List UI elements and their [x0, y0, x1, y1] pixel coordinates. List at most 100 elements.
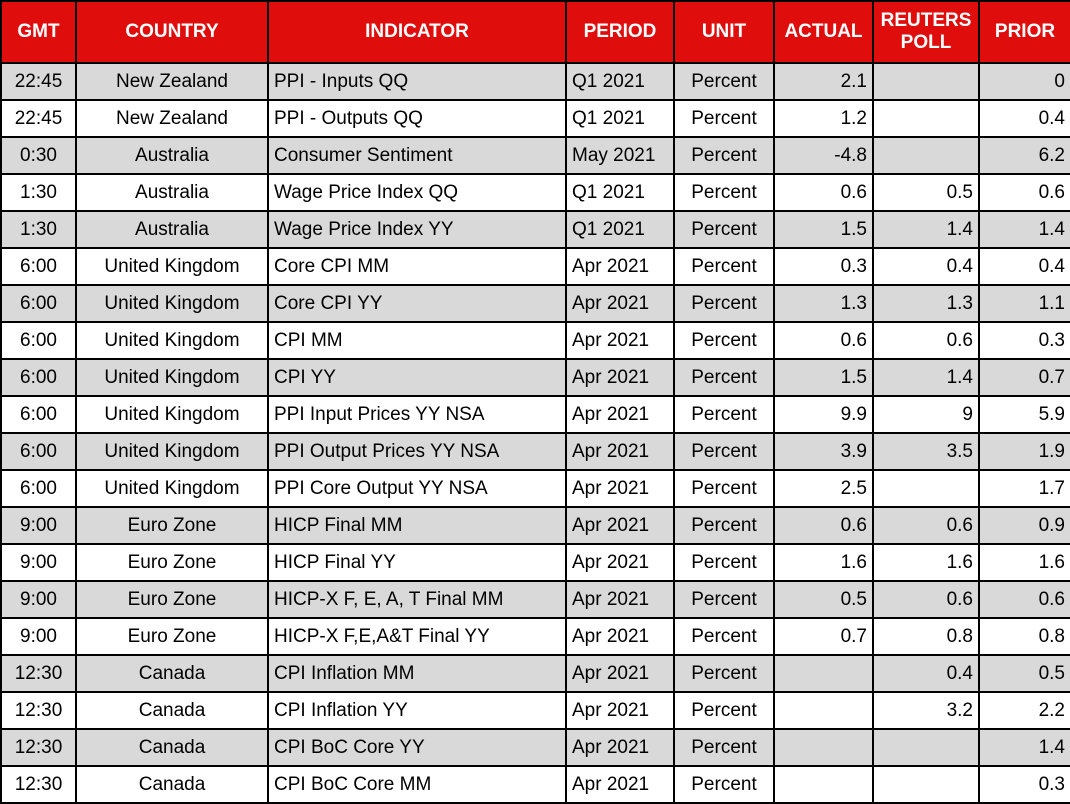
cell-country: United Kingdom: [75, 395, 269, 434]
cell-actual: 0.5: [773, 580, 874, 619]
cell-country: Euro Zone: [75, 580, 269, 619]
table-row: 1:30 Australia Wage Price Index YY Q1 2021 P…: [0, 210, 1070, 249]
cell-reuters-poll: [872, 469, 980, 508]
cell-period: Apr 2021: [565, 506, 675, 545]
cell-gmt: 6:00: [0, 395, 77, 434]
cell-actual: 0.7: [773, 617, 874, 656]
cell-gmt: 22:45: [0, 62, 77, 101]
cell-gmt: 9:00: [0, 543, 77, 582]
cell-prior: 0.4: [978, 99, 1070, 138]
cell-unit: Percent: [673, 469, 775, 508]
cell-prior: 0.5: [978, 654, 1070, 693]
cell-country: Australia: [75, 173, 269, 212]
cell-actual: 0.3: [773, 247, 874, 286]
cell-unit: Percent: [673, 506, 775, 545]
cell-country: Canada: [75, 765, 269, 804]
cell-gmt: 6:00: [0, 284, 77, 323]
table-row: 9:00 Euro Zone HICP Final MM Apr 2021 Percen…: [0, 506, 1070, 545]
cell-indicator: CPI YY: [267, 358, 567, 397]
cell-prior: 1.7: [978, 469, 1070, 508]
cell-reuters-poll: 0.4: [872, 247, 980, 286]
cell-indicator: HICP-X F,E,A&T Final YY: [267, 617, 567, 656]
cell-indicator: CPI MM: [267, 321, 567, 360]
cell-gmt: 12:30: [0, 728, 77, 767]
cell-gmt: 6:00: [0, 358, 77, 397]
cell-prior: 0.9: [978, 506, 1070, 545]
table-row: 6:00 United Kingdom CPI MM Apr 2021 Percent 0…: [0, 321, 1070, 360]
cell-reuters-poll: [872, 136, 980, 175]
cell-unit: Percent: [673, 99, 775, 138]
column-header-period: PERIOD: [565, 0, 675, 64]
cell-prior: 0.3: [978, 765, 1070, 804]
table-row: 12:30 Canada CPI Inflation MM Apr 2021 Perce…: [0, 654, 1070, 693]
cell-actual: 2.1: [773, 62, 874, 101]
cell-prior: 6.2: [978, 136, 1070, 175]
cell-prior: 5.9: [978, 395, 1070, 434]
cell-prior: 0.6: [978, 580, 1070, 619]
cell-reuters-poll: 1.4: [872, 210, 980, 249]
cell-country: Canada: [75, 728, 269, 767]
cell-gmt: 22:45: [0, 99, 77, 138]
cell-reuters-poll: [872, 99, 980, 138]
cell-reuters-poll: 0.5: [872, 173, 980, 212]
column-header-actual: ACTUAL: [773, 0, 874, 64]
table-row: 12:30 Canada CPI Inflation YY Apr 2021 Perce…: [0, 691, 1070, 730]
cell-period: Q1 2021: [565, 99, 675, 138]
cell-gmt: 12:30: [0, 691, 77, 730]
cell-period: Apr 2021: [565, 321, 675, 360]
cell-unit: Percent: [673, 617, 775, 656]
cell-country: Euro Zone: [75, 506, 269, 545]
column-header-prior: PRIOR: [978, 0, 1070, 64]
cell-gmt: 6:00: [0, 432, 77, 471]
cell-reuters-poll: 0.6: [872, 321, 980, 360]
cell-gmt: 9:00: [0, 506, 77, 545]
cell-period: Apr 2021: [565, 469, 675, 508]
cell-unit: Percent: [673, 691, 775, 730]
cell-unit: Percent: [673, 321, 775, 360]
cell-country: Canada: [75, 654, 269, 693]
cell-indicator: HICP Final MM: [267, 506, 567, 545]
column-header-reuters-poll: REUTERS POLL: [872, 0, 980, 64]
table-row: 9:00 Euro Zone HICP Final YY Apr 2021 Percen…: [0, 543, 1070, 582]
table-header: GMT COUNTRY INDICATOR PERIOD UNIT ACTUAL REUTE…: [0, 0, 1070, 64]
cell-period: Q1 2021: [565, 173, 675, 212]
column-header-unit: UNIT: [673, 0, 775, 64]
cell-indicator: Wage Price Index QQ: [267, 173, 567, 212]
table-row: 22:45 New Zealand PPI - Outputs QQ Q1 2021 P…: [0, 99, 1070, 138]
cell-prior: 0.4: [978, 247, 1070, 286]
cell-country: United Kingdom: [75, 358, 269, 397]
table-row: 9:00 Euro Zone HICP-X F, E, A, T Final MM A…: [0, 580, 1070, 619]
cell-prior: 0.7: [978, 358, 1070, 397]
cell-period: Apr 2021: [565, 691, 675, 730]
cell-indicator: HICP-X F, E, A, T Final MM: [267, 580, 567, 619]
cell-unit: Percent: [673, 765, 775, 804]
cell-actual: [773, 654, 874, 693]
cell-reuters-poll: 3.2: [872, 691, 980, 730]
cell-prior: 1.6: [978, 543, 1070, 582]
cell-unit: Percent: [673, 247, 775, 286]
cell-unit: Percent: [673, 62, 775, 101]
cell-unit: Percent: [673, 395, 775, 434]
cell-actual: 1.5: [773, 358, 874, 397]
cell-indicator: Consumer Sentiment: [267, 136, 567, 175]
cell-indicator: CPI Inflation MM: [267, 654, 567, 693]
cell-reuters-poll: [872, 728, 980, 767]
table-row: 6:00 United Kingdom PPI Core Output YY NSA…: [0, 469, 1070, 508]
table-row: 12:30 Canada CPI BoC Core YY Apr 2021 Percen…: [0, 728, 1070, 767]
cell-country: United Kingdom: [75, 247, 269, 286]
cell-prior: 0.6: [978, 173, 1070, 212]
cell-reuters-poll: 0.8: [872, 617, 980, 656]
cell-reuters-poll: 0.4: [872, 654, 980, 693]
cell-indicator: Core CPI MM: [267, 247, 567, 286]
cell-actual: 0.6: [773, 321, 874, 360]
cell-unit: Percent: [673, 136, 775, 175]
cell-country: Canada: [75, 691, 269, 730]
cell-gmt: 12:30: [0, 765, 77, 804]
table-row: 6:00 United Kingdom Core CPI YY Apr 2021 Per…: [0, 284, 1070, 323]
cell-unit: Percent: [673, 358, 775, 397]
cell-actual: 9.9: [773, 395, 874, 434]
cell-gmt: 9:00: [0, 617, 77, 656]
cell-unit: Percent: [673, 654, 775, 693]
cell-prior: 1.4: [978, 210, 1070, 249]
